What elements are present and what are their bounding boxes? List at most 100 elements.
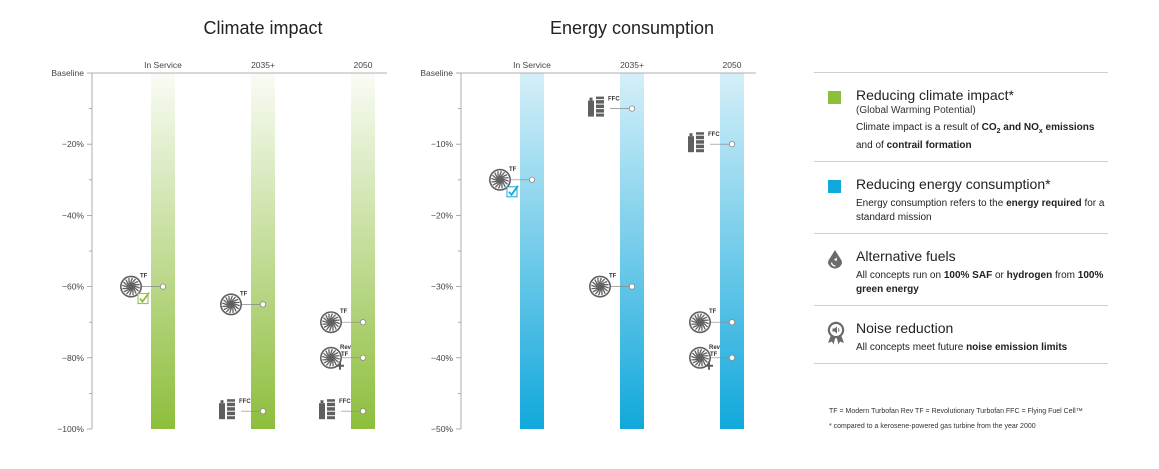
series-label: TF	[509, 167, 517, 173]
fan-blade	[125, 288, 132, 295]
data-point	[628, 105, 636, 112]
fan-blade	[325, 324, 332, 331]
category-label: 2035+	[251, 60, 275, 70]
fan-blade	[329, 324, 333, 332]
energy-consumption-chart: Energy consumption Baseline −10% −20% −30% −4…	[420, 18, 756, 434]
fan-blade	[129, 277, 133, 285]
fan-blade	[331, 316, 339, 321]
fan-blade	[222, 302, 229, 306]
check-box	[137, 293, 149, 305]
legend-description: Energy consumption refers to the energy …	[856, 198, 1105, 223]
y-tick-label: −20%	[62, 139, 84, 149]
category-label: In Service	[513, 60, 551, 70]
fan-blade	[322, 355, 329, 360]
fan-blade	[325, 350, 330, 358]
fan-blade	[323, 317, 329, 323]
abbreviation-footnote: TF = Modern Turbofan Rev TF = Revolution…	[829, 408, 1083, 415]
category-label: 2050	[354, 60, 373, 70]
legend-description: All concepts meet future noise emission …	[856, 342, 1068, 353]
charts-area: Climate impact Baseline −20% −40% −60% −80% −1…	[51, 18, 756, 434]
fan-blade	[500, 174, 508, 179]
y-tick-label: −80%	[62, 353, 84, 363]
fan-blade	[323, 359, 331, 364]
fan-blade	[502, 179, 508, 185]
fan-blade	[329, 348, 333, 356]
y-tick-label: −20%	[431, 210, 453, 220]
fan-blade	[130, 278, 137, 285]
data-point	[259, 301, 267, 308]
cell-cap	[589, 97, 593, 101]
cell-cap	[320, 400, 324, 404]
fan-blade	[694, 314, 699, 322]
chart-title: Energy consumption	[550, 18, 714, 38]
series-label: Rev	[709, 345, 721, 351]
series-label: TF	[140, 274, 148, 280]
fan-blade	[323, 323, 331, 328]
series-label: TF	[240, 291, 248, 297]
legend-description: Climate impact is a result of CO2 and NO…	[856, 122, 1095, 151]
fan-blade	[598, 277, 602, 285]
fan-blade	[692, 359, 700, 364]
fan-blade	[332, 322, 337, 330]
bar-2	[351, 73, 375, 429]
fan-blade	[691, 355, 698, 360]
fan-hub	[597, 284, 603, 290]
noise-badge-icon	[825, 321, 847, 345]
rev-turbofan-icon	[320, 346, 342, 369]
fan-blade	[233, 302, 240, 307]
data-point	[359, 408, 367, 415]
fan-blade	[333, 321, 339, 328]
green-square-icon	[828, 91, 842, 105]
fan-blade	[499, 171, 506, 178]
cell-block	[327, 399, 335, 420]
fan-blade	[494, 181, 501, 188]
fan-blade	[694, 350, 699, 358]
y-tick-label: −60%	[62, 282, 84, 292]
fan-hub	[697, 355, 703, 361]
fan-blade	[229, 295, 233, 303]
y-tick-label: −40%	[62, 210, 84, 220]
fan-blade	[692, 323, 700, 328]
data-point	[728, 141, 736, 148]
legend-title: Alternative fuels	[856, 248, 956, 264]
plus-mark	[705, 361, 713, 370]
fan-blade	[123, 281, 129, 288]
fan-blade	[599, 278, 606, 285]
fan-blade	[594, 288, 601, 295]
fan-blade	[122, 284, 129, 289]
fan-blade	[702, 321, 708, 328]
fan-hub	[228, 301, 234, 307]
fan-blade	[702, 320, 709, 325]
series-label: TF	[709, 309, 717, 315]
legend-item-climate: Reducing climate impact* (Global Warming…	[814, 72, 1108, 161]
fan-blade	[698, 324, 702, 332]
bar-1	[620, 73, 644, 429]
cell-block	[596, 96, 604, 117]
category-label: 2035+	[620, 60, 644, 70]
data-point	[259, 408, 267, 415]
fan-blade	[329, 313, 333, 321]
legend-description: All concepts run on 100% SAF or hydrogen…	[856, 270, 1104, 295]
blue-square-icon	[828, 180, 842, 194]
cell-cap	[689, 133, 693, 137]
check-icon	[137, 292, 150, 305]
fuel-drop-icon	[825, 249, 845, 269]
fan-blade	[592, 281, 598, 288]
series-label: FFC	[339, 399, 351, 405]
y-tick-label: Baseline	[420, 68, 453, 78]
fan-blade	[131, 280, 139, 285]
fan-blade	[701, 358, 706, 366]
cell-block	[696, 132, 704, 153]
cell-block	[319, 403, 325, 420]
legend-subtitle: (Global Warming Potential)	[856, 105, 976, 116]
fan-blade	[333, 356, 340, 360]
plus-mark	[336, 361, 344, 370]
legend-divider	[814, 363, 1108, 364]
fan-blade	[233, 303, 239, 310]
fan-blade	[692, 352, 698, 359]
check-box	[506, 186, 518, 198]
fan-blade	[322, 320, 329, 324]
fan-blade	[700, 316, 708, 321]
data-point	[528, 176, 536, 183]
fan-blade	[325, 314, 330, 322]
